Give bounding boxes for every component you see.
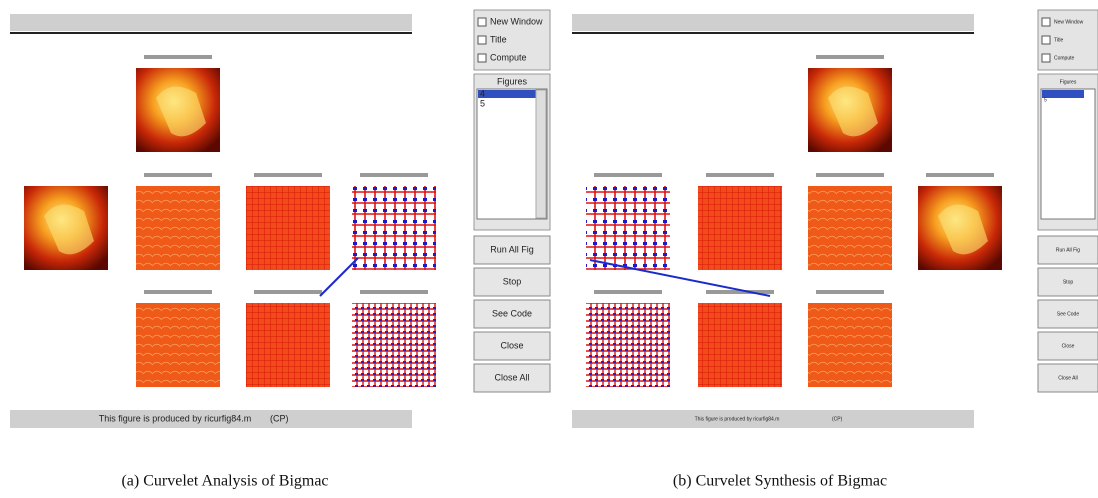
axis-title-bar [816, 173, 884, 177]
footer-message: This figure is produced by ricurfig84.m [695, 416, 780, 422]
checkbox-label: Title [1054, 37, 1063, 43]
image-tile [586, 186, 670, 270]
list-item: 4 [480, 88, 485, 98]
listbox [1041, 89, 1095, 219]
axis-title-bar [360, 173, 428, 177]
axis-title-bar [706, 173, 774, 177]
list-title: Figures [497, 76, 528, 86]
axis-title-bar [254, 173, 322, 177]
list-selection [1042, 90, 1084, 98]
image-tile [246, 186, 330, 270]
image-tile [136, 303, 220, 387]
captions: (a) Curvelet Analysis of Bigmac (b) Curv… [121, 473, 887, 490]
checkbox [478, 36, 486, 44]
image-tile [698, 303, 782, 387]
figure: This figure is produced by ricurfig84.m (… [0, 0, 1098, 498]
image-tile [246, 303, 330, 387]
button-label: Run All Fig [490, 244, 534, 254]
button-label: See Code [492, 308, 532, 318]
checkbox-label: Compute [490, 52, 527, 62]
axis-title-bar [594, 290, 662, 294]
checkbox [1042, 36, 1050, 44]
image-tile [352, 186, 436, 270]
checkbox-label: Compute [1054, 55, 1075, 61]
layout: This figure is produced by ricurfig84.m (… [10, 10, 1098, 428]
list-item: 5 [1044, 97, 1047, 103]
button-label: Close All [1058, 375, 1077, 381]
footer-message: This figure is produced by ricurfig84.m [99, 413, 252, 423]
list-item: 5 [480, 98, 485, 108]
list-title: Figures [1060, 79, 1077, 85]
checkbox-label: New Window [490, 16, 543, 26]
axis-title-bar [144, 55, 212, 59]
axis-title-bar [816, 55, 884, 59]
axis-title-bar [144, 173, 212, 177]
checkbox [478, 18, 486, 26]
checkbox [478, 54, 486, 62]
image-tile [808, 186, 892, 270]
button-label: See Code [1057, 311, 1079, 317]
image-tile [136, 186, 220, 270]
footer-tag: (CP) [832, 416, 843, 422]
top-bar [10, 14, 412, 31]
image-tile [352, 303, 436, 387]
top-bar [572, 14, 974, 31]
checkbox [1042, 54, 1050, 62]
list-selection [478, 90, 536, 98]
axis-title-bar [144, 290, 212, 294]
image-tile [808, 303, 892, 387]
axis-title-bar [816, 290, 884, 294]
button-label: Close [500, 340, 523, 350]
caption: (a) Curvelet Analysis of Bigmac [121, 473, 328, 490]
axis-title-bar [594, 173, 662, 177]
axis-title-bar [254, 290, 322, 294]
axis-title-bar [360, 290, 428, 294]
scrollbar [536, 90, 546, 218]
caption: (b) Curvelet Synthesis of Bigmac [673, 473, 887, 490]
image-tile [586, 303, 670, 387]
button-label: Close All [494, 372, 529, 382]
button-label: Stop [1063, 279, 1074, 285]
checkbox [1042, 18, 1050, 26]
button-label: Close [1062, 343, 1075, 349]
checkbox-label: Title [490, 34, 507, 44]
footer-tag: (CP) [270, 413, 289, 423]
axis-title-bar [926, 173, 994, 177]
checkbox-label: New Window [1054, 19, 1084, 25]
button-label: Run All Fig [1056, 247, 1080, 253]
button-label: Stop [503, 276, 522, 286]
image-tile [698, 186, 782, 270]
